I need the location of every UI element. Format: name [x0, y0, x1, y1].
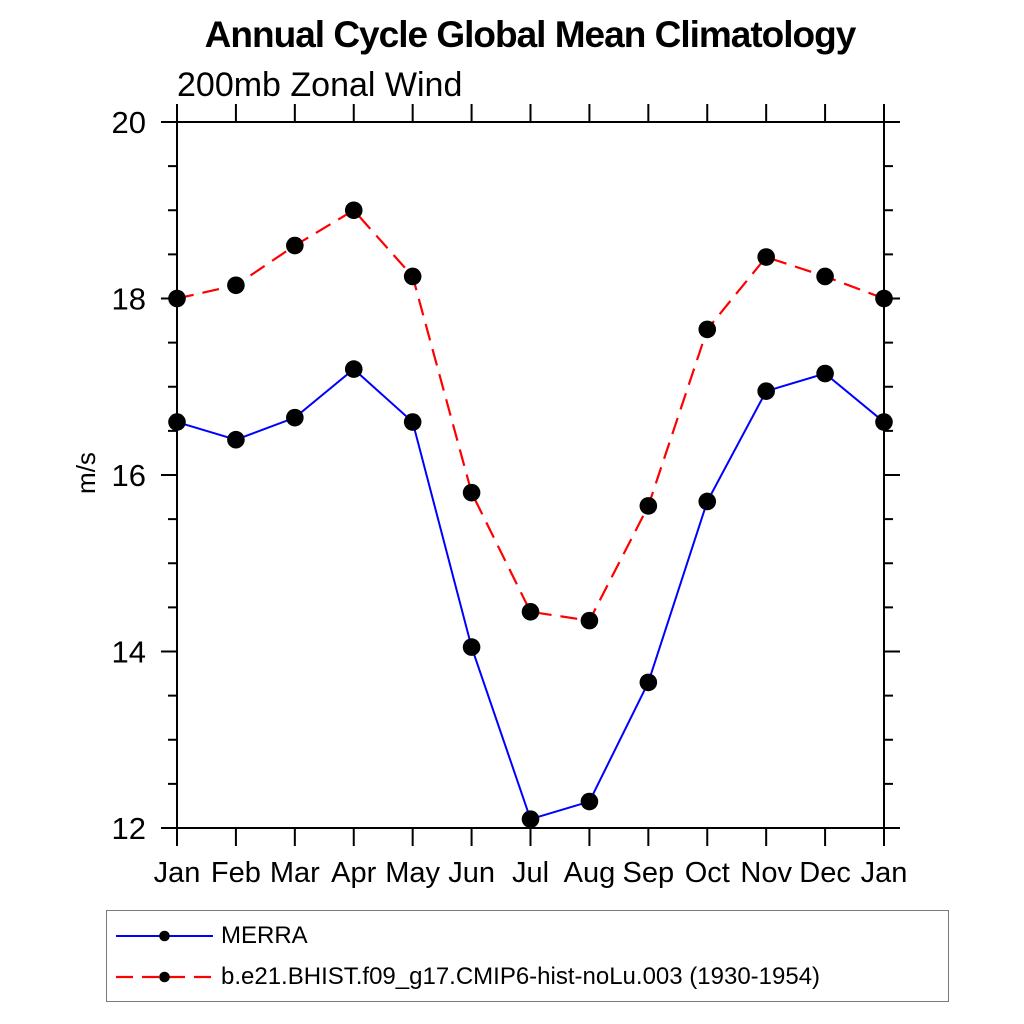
- x-tick-label: Apr: [331, 857, 376, 889]
- data-point-series-0: [698, 492, 717, 511]
- data-point-series-0: [227, 430, 245, 449]
- legend-sample-solid: [116, 930, 213, 942]
- plot-border: [176, 121, 885, 829]
- legend-item-model: b.e21.BHIST.f09_g17.CMIP6-hist-noLu.003 …: [107, 963, 821, 990]
- chart-title: Annual Cycle Global Mean Climatology: [204, 14, 857, 55]
- series-line-1: [176, 208, 885, 622]
- data-point-series-0: [403, 413, 422, 431]
- legend-item-merra: MERRA: [107, 922, 308, 949]
- y-tick-label: 18: [112, 282, 146, 317]
- x-tick-label: Nov: [740, 857, 792, 889]
- legend-marker-icon: [159, 930, 170, 942]
- data-point-series-1: [875, 289, 893, 308]
- legend-label-model: b.e21.BHIST.f09_g17.CMIP6-hist-noLu.003 …: [221, 963, 821, 990]
- data-point-series-1: [698, 320, 717, 339]
- x-tick-label: Feb: [211, 857, 261, 889]
- data-point-series-1: [639, 497, 658, 515]
- y-tick-label: 14: [112, 635, 146, 670]
- data-point-series-1: [462, 483, 481, 502]
- y-tick-label: 16: [112, 458, 146, 493]
- data-point-series-0: [168, 413, 186, 431]
- y-tick-label: 12: [112, 811, 146, 846]
- data-point-series-0: [286, 408, 304, 427]
- series-line-0: [176, 367, 885, 821]
- data-point-series-1: [168, 289, 186, 308]
- data-point-series-1: [286, 236, 304, 255]
- x-tick-label: Sep: [623, 857, 675, 889]
- x-tick-label: Aug: [564, 857, 616, 889]
- chart-subtitle: 200mb Zonal Wind: [177, 66, 463, 104]
- data-point-series-0: [816, 364, 834, 383]
- data-point-series-1: [344, 201, 363, 220]
- data-point-series-0: [875, 413, 893, 431]
- data-point-series-1: [580, 611, 599, 630]
- data-point-series-0: [639, 673, 658, 692]
- data-point-series-0: [462, 638, 481, 656]
- data-point-series-0: [580, 792, 599, 811]
- x-tick-label: Jul: [512, 857, 549, 889]
- x-tick-label: Oct: [685, 857, 730, 889]
- x-tick-label: Jan: [154, 857, 201, 889]
- x-tick-label: Jun: [448, 857, 495, 889]
- data-point-series-0: [344, 360, 363, 378]
- data-point-series-0: [757, 382, 775, 400]
- x-tick-label: Mar: [270, 857, 320, 889]
- data-point-series-1: [227, 276, 245, 295]
- legend-label-merra: MERRA: [221, 922, 308, 949]
- legend: MERRA b.e21.BHIST.f09_g17.CMIP6-hist-noL…: [106, 910, 949, 1002]
- y-tick-label: 20: [112, 105, 146, 140]
- legend-marker-icon: [159, 971, 170, 983]
- data-point-series-1: [403, 267, 422, 286]
- x-tick-label: May: [385, 857, 440, 889]
- data-point-series-1: [521, 602, 540, 621]
- data-point-series-1: [757, 248, 775, 266]
- x-tick-label: Dec: [799, 857, 851, 889]
- data-point-series-1: [816, 267, 834, 286]
- data-point-series-0: [521, 810, 540, 828]
- x-tick-label: Jan: [861, 857, 908, 889]
- y-axis-title: m/s: [71, 452, 101, 494]
- legend-sample-dashed: [116, 971, 213, 983]
